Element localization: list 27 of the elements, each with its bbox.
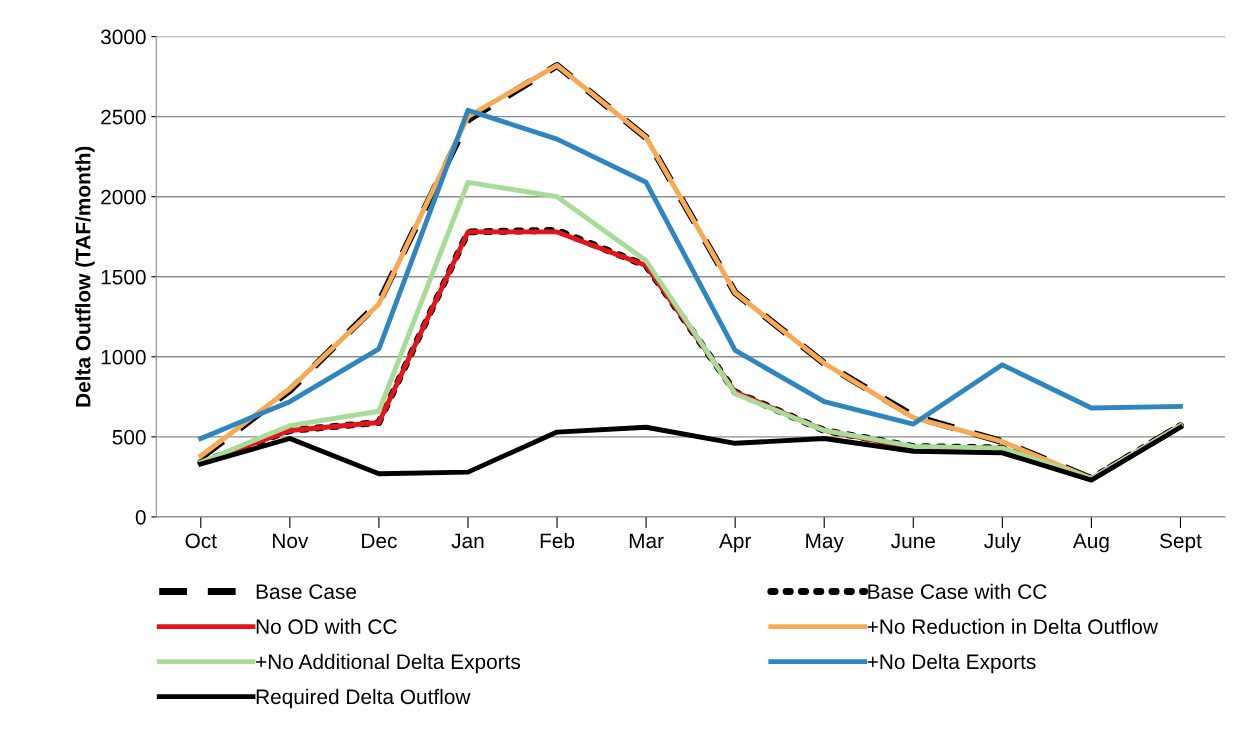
y-tick-label: 500 (112, 429, 146, 445)
y-tick-label: 1500 (101, 269, 146, 285)
x-tick-label: Aug (1072, 533, 1109, 553)
x-tick-label: Jan (451, 533, 484, 549)
y-tick-label: 2000 (101, 189, 146, 205)
x-tick-label: Mar (629, 533, 664, 549)
y-tick-label: 3000 (100, 29, 146, 45)
x-tick-label: July (984, 532, 1021, 553)
y-tick-label: 2500 (101, 109, 146, 125)
x-tick-label: June (891, 533, 935, 549)
y-tick-label: 1000 (101, 349, 146, 365)
legend-label: +No Reduction in Delta Outflow (867, 618, 1158, 635)
legend-label: +No Delta Exports (867, 653, 1036, 674)
legend-label: Required Delta Outflow (256, 688, 471, 709)
x-tick-label: Dec (362, 533, 397, 549)
x-tick-label: Sept (1159, 533, 1202, 553)
x-tick-label: May (806, 533, 844, 553)
legend-label: No OD with CC (256, 618, 397, 635)
legend-label: Base Case (256, 584, 357, 600)
legend-label: +No Additional Delta Exports (256, 653, 521, 674)
x-tick-label: Apr (718, 533, 752, 553)
x-tick-label: Feb (540, 532, 575, 549)
x-tick-label: Oct (185, 533, 217, 549)
y-axis-title: Delta Outflow (TAF/month) (75, 146, 95, 407)
legend-label: Base Case with CC (868, 583, 1047, 600)
y-tick-label: 0 (135, 509, 146, 525)
x-tick-label: Nov (273, 533, 309, 549)
